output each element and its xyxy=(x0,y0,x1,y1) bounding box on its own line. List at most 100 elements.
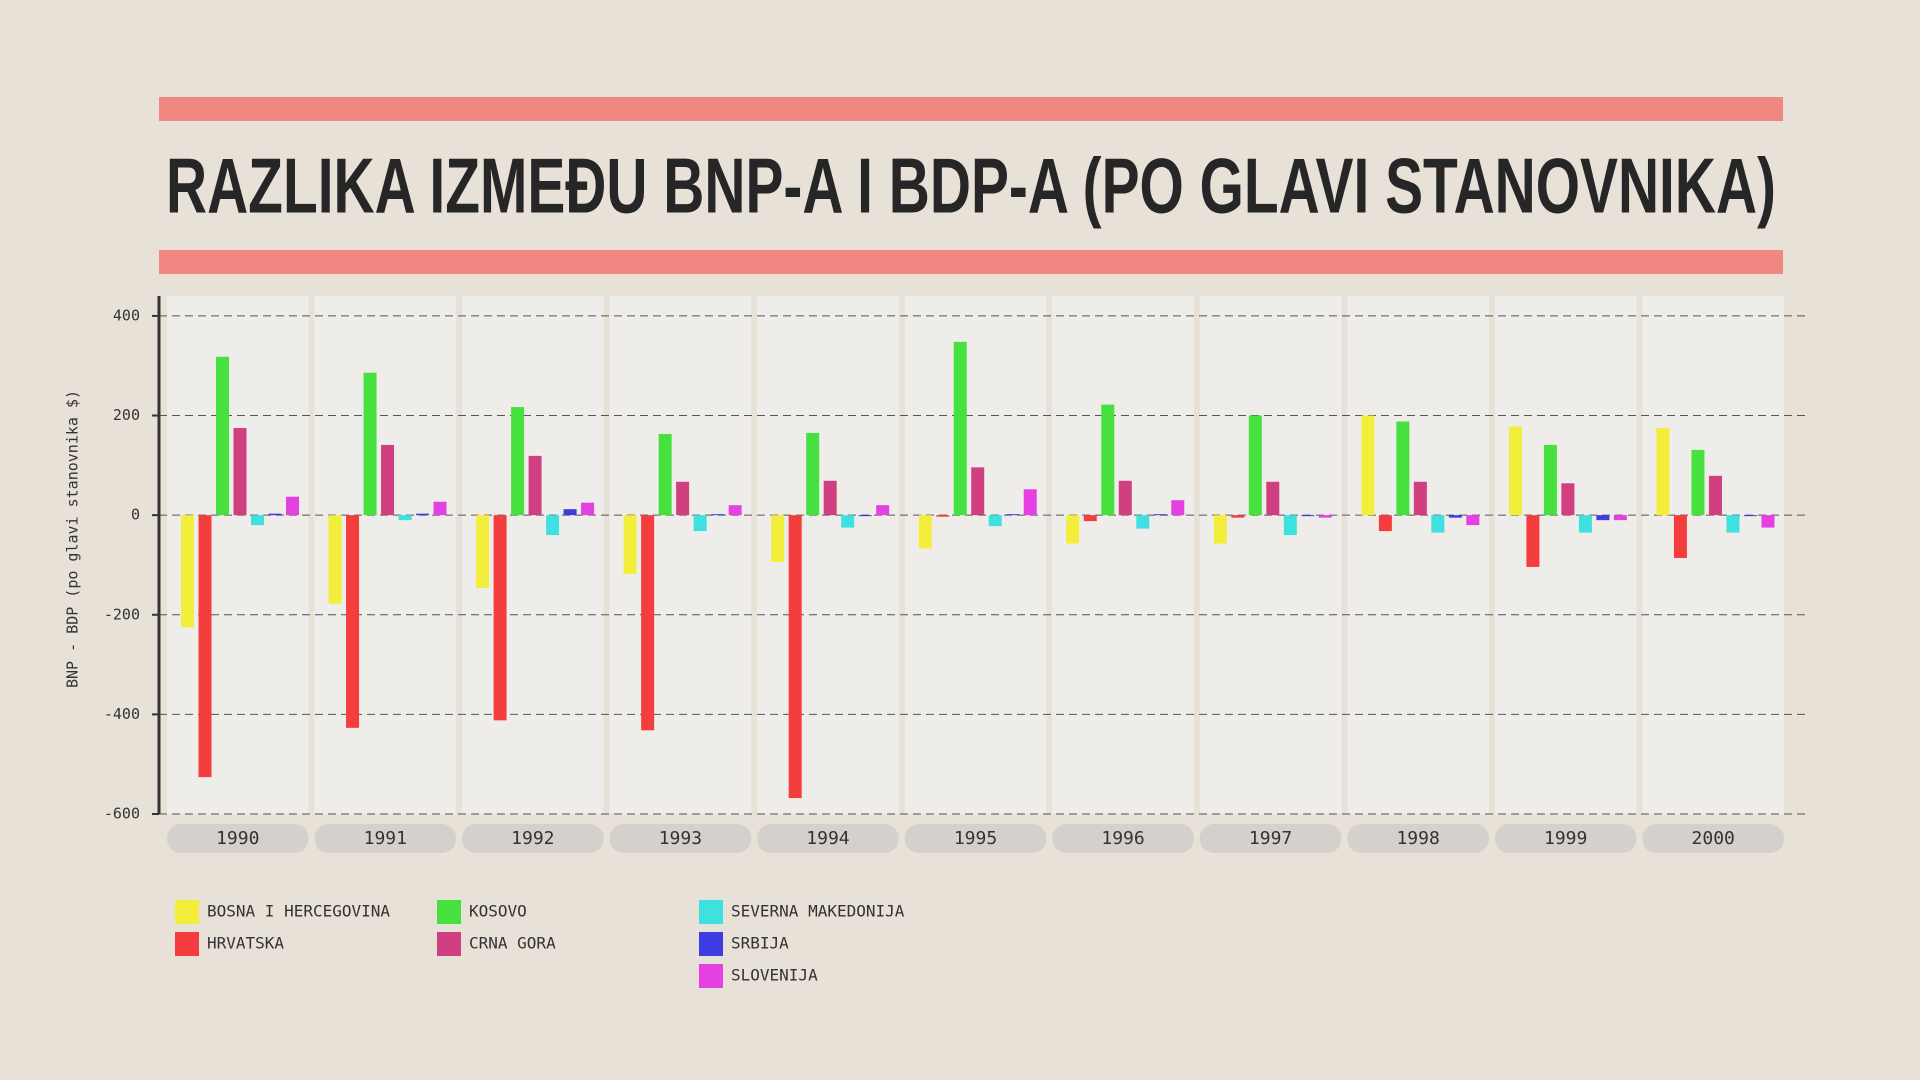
bar xyxy=(841,515,855,528)
category-pill xyxy=(1052,824,1194,853)
bar xyxy=(1006,514,1020,516)
bar xyxy=(181,515,194,628)
x-tick-label: 1995 xyxy=(954,828,997,849)
y-tick-label: -400 xyxy=(104,705,140,723)
bar xyxy=(771,515,785,562)
group-panel xyxy=(1052,296,1194,814)
bar xyxy=(623,515,637,574)
bar xyxy=(268,513,282,516)
bar xyxy=(476,515,490,588)
bar xyxy=(1083,515,1097,522)
legend-label: BOSNA I HERCEGOVINA xyxy=(207,902,390,921)
legend-label: CRNA GORA xyxy=(469,934,556,953)
group-panel xyxy=(1642,296,1784,814)
bar xyxy=(1023,489,1037,516)
bar xyxy=(363,372,377,516)
bar xyxy=(823,480,837,516)
legend-label: SRBIJA xyxy=(731,934,789,953)
bar xyxy=(988,515,1002,527)
category-pill xyxy=(1199,824,1342,853)
group-panel xyxy=(904,296,1047,814)
bar xyxy=(788,515,802,799)
bar xyxy=(1213,515,1227,544)
legend-label: SLOVENIJA xyxy=(731,966,818,985)
x-tick-label: 1990 xyxy=(216,828,259,849)
bar xyxy=(858,515,872,517)
x-tick-label: 1993 xyxy=(659,828,702,849)
legend-swatch xyxy=(175,900,199,924)
bar xyxy=(728,505,742,516)
x-tick-label: 2000 xyxy=(1692,828,1735,849)
bar xyxy=(398,515,412,521)
category-pill xyxy=(1494,824,1637,853)
category-pill xyxy=(904,824,1047,853)
legend-label: KOSOVO xyxy=(469,902,527,921)
bar xyxy=(1266,481,1280,516)
x-tick-label: 1996 xyxy=(1101,828,1144,849)
bar xyxy=(1673,515,1687,558)
category-pill xyxy=(314,824,457,853)
x-tick-label: 1991 xyxy=(364,828,407,849)
bar xyxy=(1361,415,1375,516)
bar xyxy=(1596,515,1610,521)
bar xyxy=(328,515,342,604)
legend-swatch xyxy=(175,932,199,956)
y-tick-label: 400 xyxy=(113,306,140,324)
bar xyxy=(1118,480,1132,516)
bar xyxy=(1708,475,1722,516)
x-tick-label: 1999 xyxy=(1544,828,1587,849)
legend-swatch xyxy=(699,964,723,988)
bar xyxy=(1726,515,1740,533)
bar xyxy=(1466,515,1480,526)
legend-swatch xyxy=(699,900,723,924)
category-pill xyxy=(1642,824,1784,853)
bar xyxy=(676,481,690,516)
group-panel xyxy=(1199,296,1342,814)
y-tick-label: -200 xyxy=(104,605,140,623)
bar xyxy=(1526,515,1540,567)
x-tick-label: 1992 xyxy=(511,828,554,849)
bar xyxy=(493,515,507,721)
bar xyxy=(1448,515,1462,518)
category-pill xyxy=(167,824,309,853)
bar xyxy=(1301,515,1315,517)
bar xyxy=(286,496,299,516)
bar xyxy=(1761,515,1775,528)
bar xyxy=(1656,427,1670,516)
bar xyxy=(953,341,967,516)
bar xyxy=(711,514,725,516)
bar xyxy=(876,505,890,516)
bar xyxy=(693,515,707,532)
bar xyxy=(1613,515,1627,521)
bar xyxy=(528,455,542,516)
legend-swatch xyxy=(437,932,461,956)
legend-swatch xyxy=(437,900,461,924)
bar xyxy=(1318,515,1332,518)
bar xyxy=(1066,515,1080,544)
bar xyxy=(1283,515,1297,536)
legend-label: SEVERNA MAKEDONIJA xyxy=(731,902,905,921)
bar xyxy=(1248,415,1262,516)
bar xyxy=(381,444,395,516)
bar xyxy=(346,515,360,728)
bar xyxy=(1378,515,1392,532)
category-pill xyxy=(1347,824,1489,853)
bar xyxy=(1561,483,1575,516)
group-panel xyxy=(1347,296,1489,814)
x-tick-label: 1997 xyxy=(1249,828,1292,849)
bar xyxy=(1231,515,1245,518)
bar xyxy=(1691,449,1705,516)
bar xyxy=(1543,444,1557,516)
bar xyxy=(216,356,229,516)
bar xyxy=(581,502,595,516)
chart-title: RAZLIKA IZMEĐU BNP-A I BDP-A (PO GLAVI S… xyxy=(166,142,1776,230)
title-band-top xyxy=(159,97,1783,121)
y-tick-label: 0 xyxy=(131,506,140,524)
bar xyxy=(806,432,820,516)
bar xyxy=(251,515,264,526)
bar xyxy=(1171,500,1185,516)
title-band-bottom xyxy=(159,250,1783,274)
bar xyxy=(1743,515,1757,517)
bar xyxy=(971,467,985,516)
